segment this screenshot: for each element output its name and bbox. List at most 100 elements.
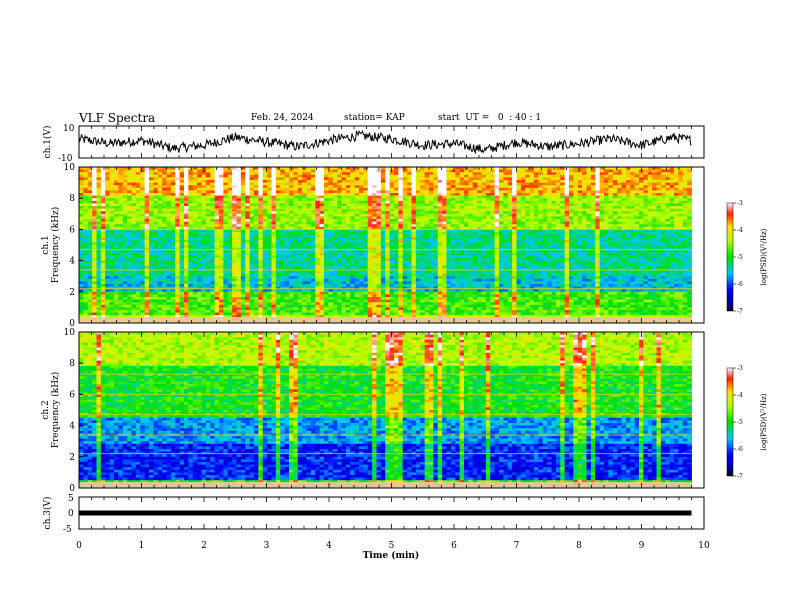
ch1-spectrogram-cell <box>87 310 93 313</box>
ch1-spectrogram-cell <box>210 172 216 176</box>
ch1-spectrogram-cell <box>144 193 150 196</box>
ch1-spectrogram-cell <box>96 237 102 241</box>
ch1-spectrogram-cell <box>179 237 185 241</box>
ch1-spectrogram-cell <box>420 195 426 199</box>
ch1-spectrogram-cell <box>372 195 377 199</box>
ch1-spectrogram-cell <box>100 180 106 183</box>
ch1-spectrogram-cell <box>144 242 150 246</box>
ch1-spectrogram-cell <box>372 229 377 233</box>
ch1-spectrogram-cell <box>337 276 342 280</box>
ch1-spectrogram-cell <box>153 271 159 274</box>
ch1-spectrogram-cell <box>214 193 220 196</box>
ch1-spectrogram-cell <box>140 167 146 170</box>
ch1-spectrogram-cell <box>262 200 268 204</box>
ch1-spectrogram-cell <box>214 219 220 222</box>
ch1-spectrogram-cell <box>122 185 128 189</box>
ch1-spectrogram-cell <box>131 255 137 259</box>
ch1-spectrogram-cell <box>122 177 128 181</box>
ch1-spectrogram-cell <box>223 187 229 191</box>
ch1-spectrogram-cell <box>100 185 106 189</box>
ch1-spectrogram-cell <box>411 180 417 183</box>
ch1-spectrogram-cell <box>289 260 294 264</box>
ch1-spectrogram-cell <box>293 203 299 207</box>
ch1-spectrogram-cell <box>232 169 237 173</box>
ch1-spectrogram-cell <box>394 206 399 209</box>
ch1-spectrogram-cell <box>140 291 146 295</box>
ch1-spectrogram-cell <box>367 211 373 215</box>
ch1-spectrogram-cell <box>245 203 251 207</box>
ch1-spectrogram-cell <box>437 312 443 316</box>
ch1-spectrogram-cell <box>306 232 312 235</box>
ch1-spectrogram-cell <box>214 239 220 243</box>
ch1-spectrogram-cell <box>96 232 102 235</box>
ch1-spectrogram-cell <box>153 304 159 308</box>
ch1-spectrogram-cell <box>153 291 159 295</box>
ch1-spectrogram-cell <box>394 190 399 194</box>
ch1-spectrogram-cell <box>87 234 93 238</box>
ch1-spectrogram-cell <box>227 278 233 282</box>
ch1-spectrogram-cell <box>184 289 189 293</box>
ch1-spectrogram-cell <box>372 281 377 285</box>
ch1-spectrogram-cell <box>92 291 97 295</box>
ch1-spectrogram-cell <box>170 252 176 256</box>
ch1-spectrogram-cell <box>354 281 360 285</box>
ch1-spectrogram-cell <box>359 307 364 311</box>
ch1-spectrogram-cell <box>96 307 102 311</box>
ch1-spectrogram-cell <box>236 221 242 225</box>
ch1-spectrogram-cell <box>153 310 159 313</box>
ch1-spectrogram-cell <box>306 206 312 209</box>
ch1-spectrogram-cell <box>144 255 150 259</box>
ch1-spectrogram-cell <box>420 224 426 228</box>
ch1-spectrogram-cell <box>262 203 268 207</box>
ch1-spectrogram-cell <box>179 281 185 285</box>
ch1-spectrogram-cell <box>411 289 417 293</box>
ch1-spectrogram-cell <box>376 263 382 267</box>
ch1-spectrogram-cell <box>197 265 202 269</box>
ch1-spectrogram-cell <box>188 302 194 306</box>
ch1-spectrogram-cell <box>415 291 421 295</box>
ch1-spectrogram-cell <box>232 182 237 186</box>
ch1-spectrogram-cell <box>135 198 141 202</box>
ch1-spectrogram-cell <box>262 182 268 186</box>
ch1-spectrogram-cell <box>407 237 412 241</box>
ch1-spectrogram-cell <box>197 304 202 308</box>
ch1-spectrogram-cell <box>402 294 408 298</box>
ch1-spectrogram-cell <box>210 299 216 303</box>
ch1-spectrogram-cell <box>411 195 417 199</box>
ch1-spectrogram-cell <box>380 302 386 306</box>
ch1-spectrogram-cell <box>127 234 132 238</box>
ch1-spectrogram-cell <box>92 174 97 178</box>
ch1-spectrogram-cell <box>223 174 229 178</box>
ch1-spectrogram-cell <box>205 190 211 194</box>
ch1-spectrogram-cell <box>324 304 329 308</box>
ch1-spectrogram-cell <box>210 289 216 293</box>
ch1-spectrogram-cell <box>153 281 159 285</box>
ch1-spectrogram-cell <box>442 172 447 176</box>
ch1-spectrogram-cell <box>219 200 224 204</box>
ch1-spectrogram-cell <box>240 172 246 176</box>
ch1-spectrogram-cell <box>424 239 430 243</box>
ch1-spectrogram-cell <box>149 185 154 189</box>
ch1-spectrogram-cell <box>302 216 307 220</box>
ch1-spectrogram-cell <box>219 289 224 293</box>
ch1-spectrogram-cell <box>166 247 172 251</box>
ch1-spectrogram-cell <box>271 211 277 215</box>
ch1-spectrogram-cell <box>267 281 272 285</box>
ch1-spectrogram-cell <box>236 239 242 243</box>
ch1-spectrogram-cell <box>345 255 351 259</box>
ch1-spectrogram-cell <box>328 271 334 274</box>
ch1-spectrogram-cell <box>170 286 176 290</box>
ch1-spectrogram-cell <box>118 294 124 298</box>
ch1-spectrogram-cell <box>310 239 316 243</box>
ch1-spectrogram-cell <box>367 297 373 300</box>
ch1-spectrogram-cell <box>240 185 246 189</box>
ch1-spectrogram-cell <box>92 312 97 316</box>
ch1-spectrogram-cell <box>354 224 360 228</box>
ch1-spectrogram-cell <box>332 252 338 256</box>
ch1-spectrogram-cell <box>105 198 111 202</box>
ch1-spectrogram-cell <box>227 291 233 295</box>
ch1-spectrogram-cell <box>319 286 325 290</box>
ch1-spectrogram-cell <box>87 232 93 235</box>
ch1-spectrogram-cell <box>79 297 84 300</box>
ch1-spectrogram-cell <box>407 252 412 256</box>
